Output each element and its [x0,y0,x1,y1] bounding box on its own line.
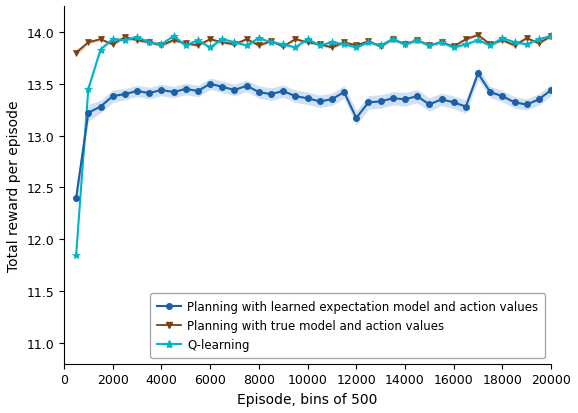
X-axis label: Episode, bins of 500: Episode, bins of 500 [238,392,378,406]
Legend: Planning with learned expectation model and action values, Planning with true mo: Planning with learned expectation model … [150,293,545,358]
Y-axis label: Total reward per episode: Total reward per episode [7,100,21,271]
